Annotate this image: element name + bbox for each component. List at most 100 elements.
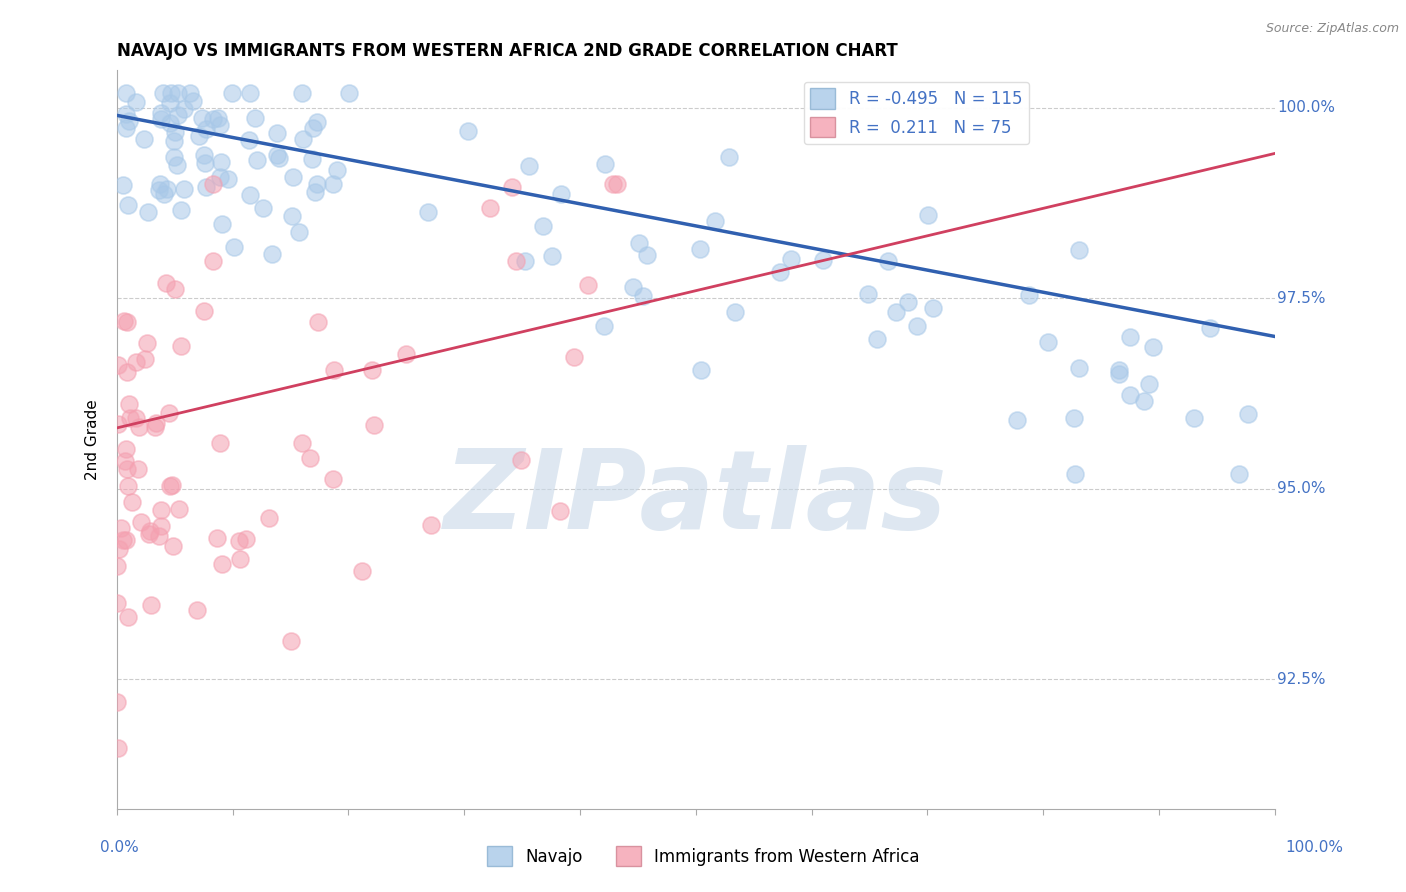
Legend: R = -0.495   N = 115, R =  0.211   N = 75: R = -0.495 N = 115, R = 0.211 N = 75 <box>804 82 1029 144</box>
Point <box>548 504 571 518</box>
Point <box>205 532 228 546</box>
Point <box>1005 413 1028 427</box>
Point <box>193 148 215 162</box>
Point <box>181 95 204 109</box>
Point <box>811 252 834 267</box>
Point <box>769 265 792 279</box>
Point <box>239 187 262 202</box>
Text: ZIPatlas: ZIPatlas <box>444 445 948 552</box>
Point <box>322 472 344 486</box>
Text: Source: ZipAtlas.com: Source: ZipAtlas.com <box>1265 22 1399 36</box>
Point <box>301 152 323 166</box>
Point <box>167 502 190 516</box>
Point <box>115 107 138 121</box>
Text: NAVAJO VS IMMIGRANTS FROM WESTERN AFRICA 2ND GRADE CORRELATION CHART: NAVAJO VS IMMIGRANTS FROM WESTERN AFRICA… <box>117 42 897 60</box>
Point <box>621 279 644 293</box>
Point <box>257 510 280 524</box>
Point <box>159 95 181 110</box>
Point <box>1036 335 1059 350</box>
Point <box>266 147 288 161</box>
Point <box>395 347 418 361</box>
Point <box>115 315 138 329</box>
Point <box>866 332 889 346</box>
Point <box>166 158 188 172</box>
Point <box>150 519 173 533</box>
Point <box>115 365 138 379</box>
Point <box>145 416 167 430</box>
Point <box>162 539 184 553</box>
Point <box>152 86 174 100</box>
Point <box>235 532 257 546</box>
Point <box>155 276 177 290</box>
Point <box>631 289 654 303</box>
Point <box>148 183 170 197</box>
Point <box>457 124 479 138</box>
Point <box>266 126 288 140</box>
Point <box>262 247 284 261</box>
Point <box>121 495 143 509</box>
Point <box>246 153 269 168</box>
Point <box>1069 360 1091 375</box>
Point <box>107 417 129 431</box>
Point <box>717 150 740 164</box>
Point <box>193 303 215 318</box>
Point <box>703 213 725 227</box>
Point <box>291 86 314 100</box>
Point <box>288 225 311 239</box>
Point <box>117 610 139 624</box>
Point <box>238 86 260 100</box>
Point <box>307 115 329 129</box>
Point <box>112 314 135 328</box>
Point <box>281 209 304 223</box>
Point <box>221 86 243 100</box>
Point <box>858 286 880 301</box>
Point <box>224 240 246 254</box>
Point <box>136 205 159 219</box>
Point <box>160 478 183 492</box>
Point <box>191 112 214 126</box>
Point <box>170 203 193 218</box>
Point <box>515 254 537 268</box>
Point <box>1108 367 1130 381</box>
Point <box>1227 467 1250 481</box>
Point <box>280 633 302 648</box>
Text: 97.5%: 97.5% <box>1277 291 1326 306</box>
Text: 92.5%: 92.5% <box>1277 672 1326 687</box>
Point <box>117 479 139 493</box>
Point <box>112 533 135 547</box>
Point <box>112 178 135 192</box>
Point <box>150 112 173 127</box>
Y-axis label: 2nd Grade: 2nd Grade <box>86 399 100 480</box>
Point <box>152 187 174 202</box>
Point <box>125 95 148 109</box>
Legend: Navajo, Immigrants from Western Africa: Navajo, Immigrants from Western Africa <box>479 839 927 873</box>
Point <box>207 111 229 125</box>
Point <box>1108 363 1130 377</box>
Point <box>105 559 128 574</box>
Point <box>143 420 166 434</box>
Point <box>301 120 323 135</box>
Point <box>173 182 195 196</box>
Point <box>117 198 139 212</box>
Point <box>114 86 136 100</box>
Point <box>322 178 344 192</box>
Point <box>517 160 540 174</box>
Point <box>1237 407 1260 421</box>
Point <box>922 301 945 316</box>
Point <box>229 552 252 566</box>
Point <box>159 86 181 100</box>
Point <box>117 462 139 476</box>
Point <box>505 253 527 268</box>
Point <box>148 529 170 543</box>
Point <box>1137 376 1160 391</box>
Point <box>564 350 586 364</box>
Point <box>550 187 572 202</box>
Point <box>361 363 384 377</box>
Point <box>593 157 616 171</box>
Point <box>201 177 224 191</box>
Point <box>118 114 141 128</box>
Point <box>323 363 346 377</box>
Point <box>141 598 163 612</box>
Point <box>217 172 239 186</box>
Point <box>167 86 190 100</box>
